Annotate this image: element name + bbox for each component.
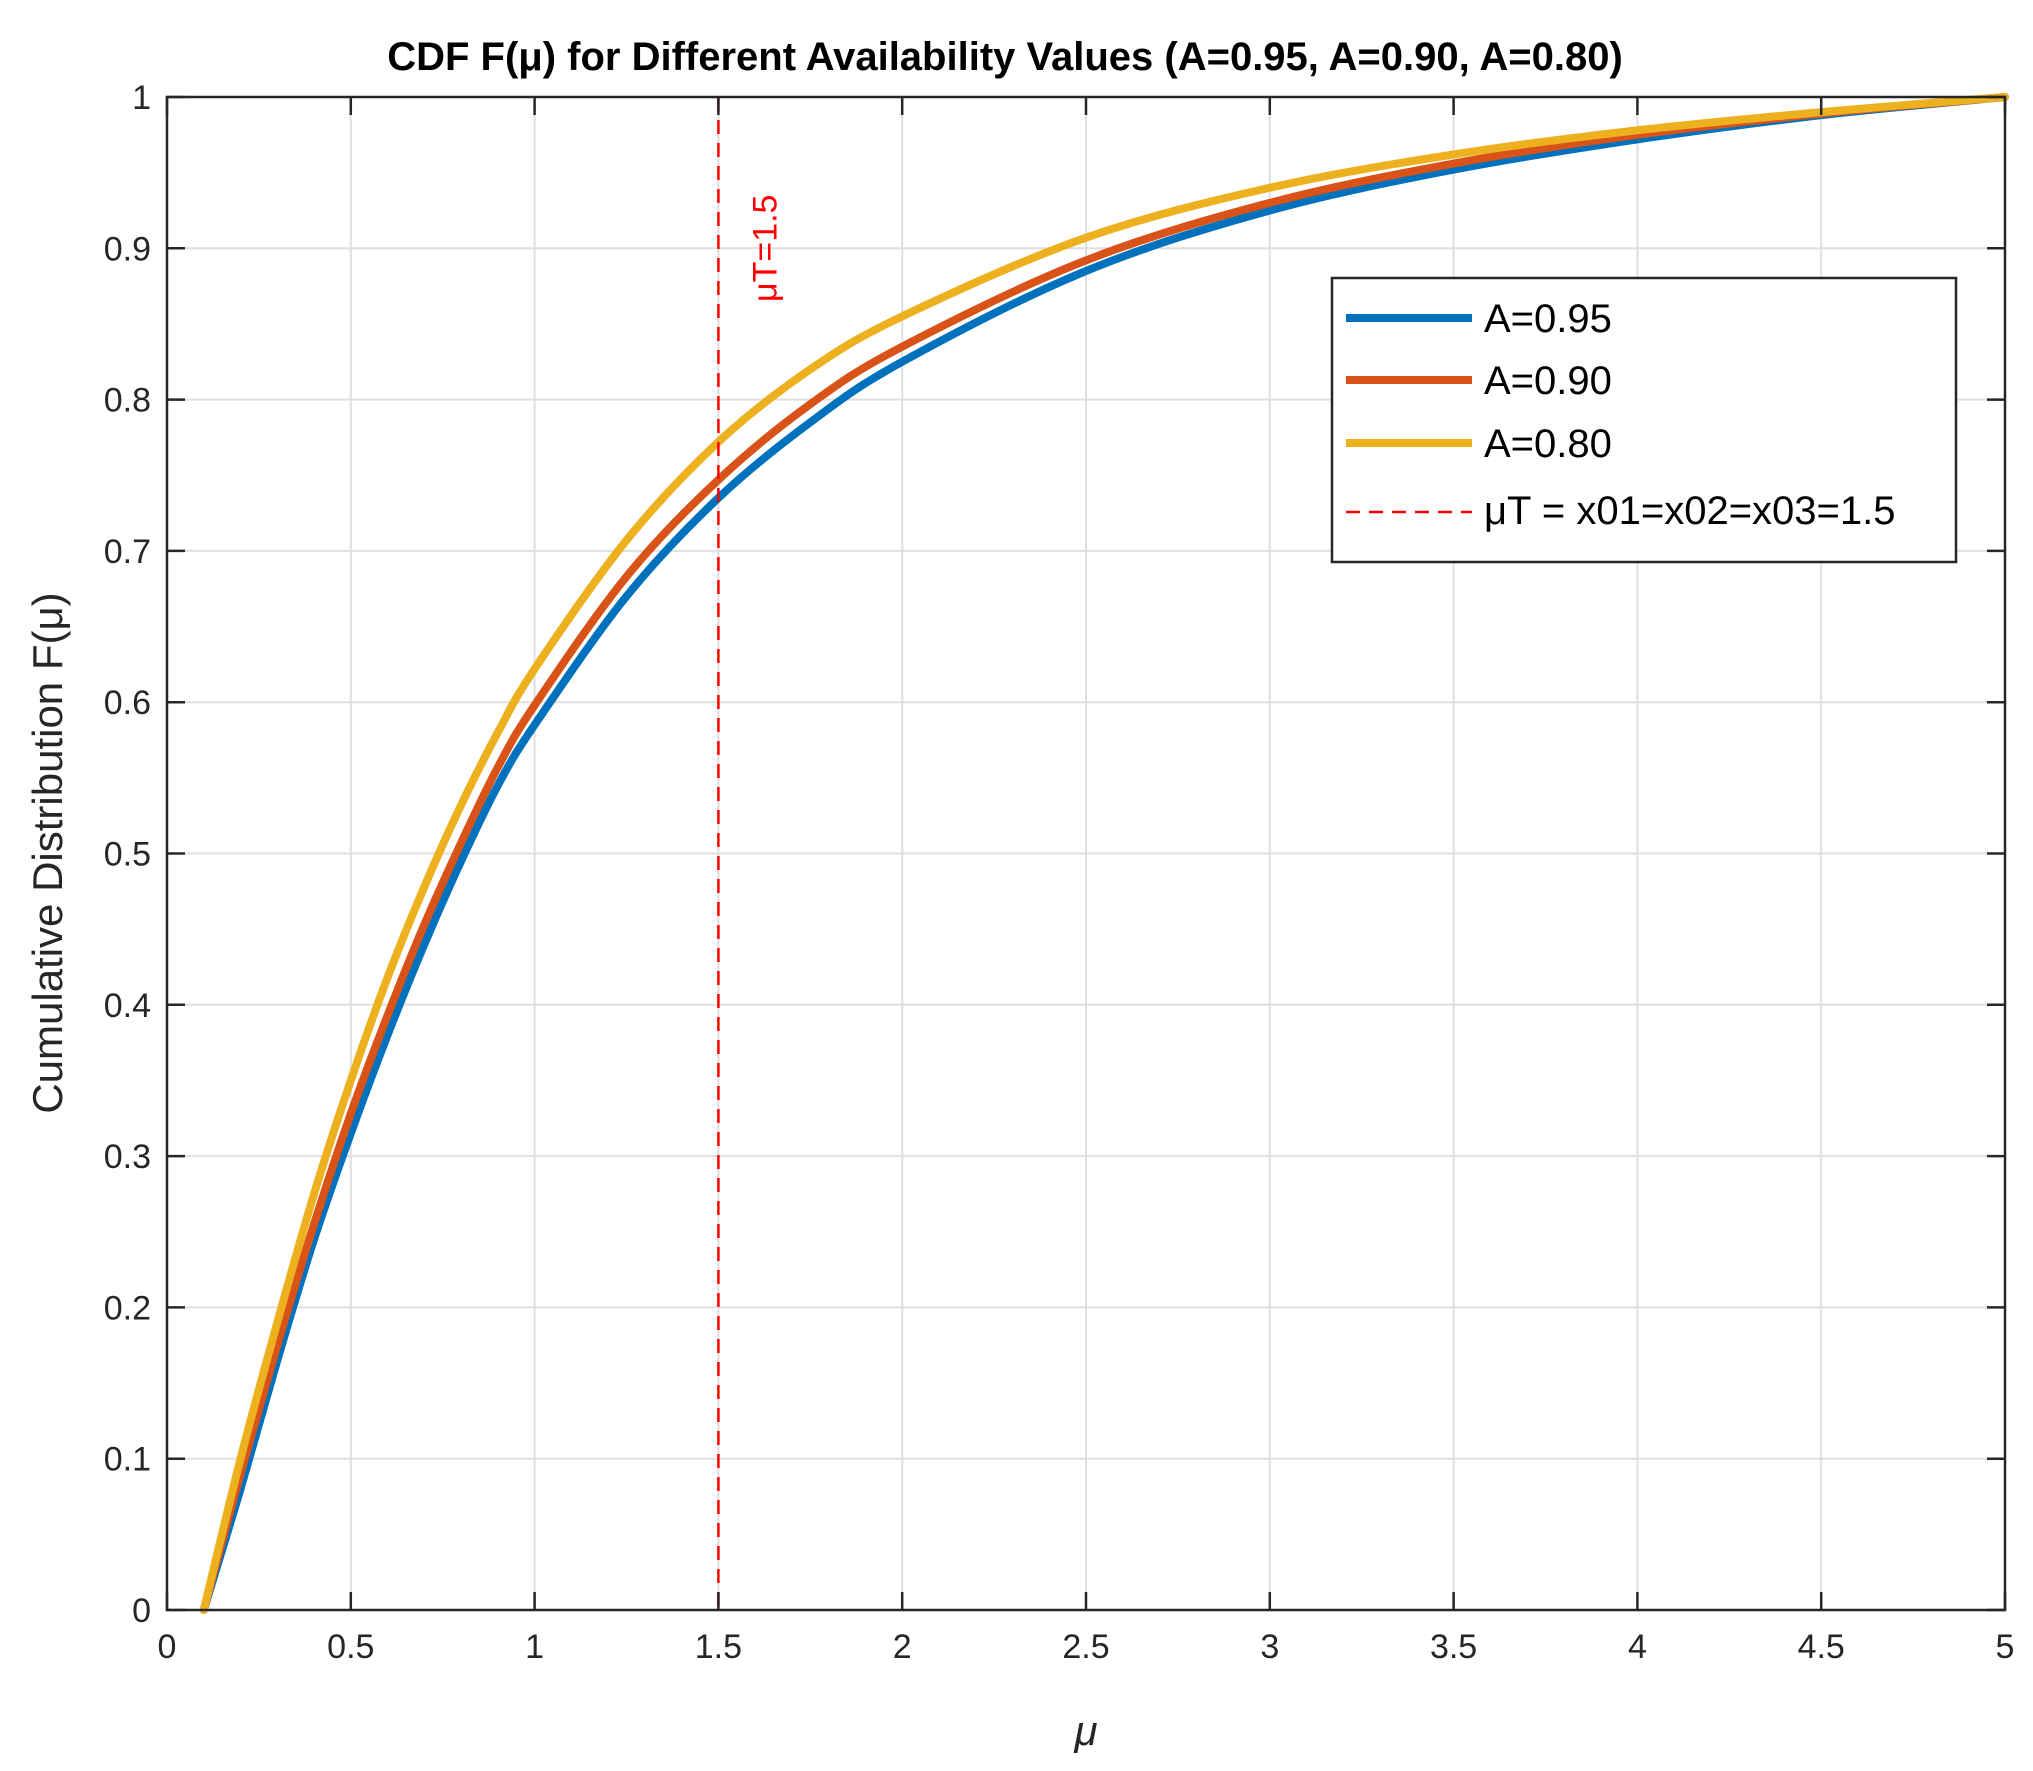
chart-title: CDF F(μ) for Different Availability Valu…: [387, 35, 1623, 79]
y-axis-label: Cumulative Distribution F(μ): [24, 592, 71, 1113]
x-tick-label-6: 3: [1260, 1628, 1279, 1666]
legend-label-threshold: μT = x01=x02=x03=1.5: [1484, 489, 1896, 533]
x-tick-label-0: 0: [158, 1628, 177, 1666]
x-tick-label-8: 4: [1628, 1628, 1647, 1666]
y-tick-label-0: 0: [132, 1592, 151, 1630]
legend: A=0.95 A=0.90 A=0.80 μT = x01=x02=x03=1.…: [1330, 276, 1958, 564]
y-tick-label-3: 0.3: [104, 1138, 151, 1176]
x-tick-label-4: 2: [893, 1628, 912, 1666]
series-line-a095: [199, 93, 2009, 1614]
legend-label-a095: A=0.95: [1484, 297, 1612, 341]
series-layer: [199, 93, 2009, 1614]
y-tick-label-5: 0.5: [104, 836, 151, 874]
y-axis-ticks: 0 0.1 0.2 0.3 0.4 0.5 0.6 0.7 0.8 0.9 1: [104, 79, 2005, 1630]
x-tick-label-1: 0.5: [327, 1628, 374, 1666]
legend-box: [1330, 276, 1958, 564]
x-tick-label-10: 5: [1996, 1628, 2015, 1666]
y-tick-label-6: 0.6: [104, 684, 151, 722]
x-tick-label-2: 1: [525, 1628, 544, 1666]
y-tick-label-8: 0.8: [104, 382, 151, 420]
threshold-annotation: μT=1.5: [746, 195, 784, 302]
y-tick-label-7: 0.7: [104, 533, 151, 571]
x-axis-ticks: 0 0.5 1 1.5 2 2.5 3 3.5 4 4.5 5: [158, 97, 2015, 1666]
legend-label-a090: A=0.90: [1484, 359, 1612, 403]
x-tick-label-5: 2.5: [1062, 1628, 1109, 1666]
y-tick-label-4: 0.4: [104, 987, 151, 1025]
x-tick-label-3: 1.5: [695, 1628, 742, 1666]
series-line-a080: [199, 93, 2009, 1614]
y-tick-label-10: 1: [132, 79, 151, 117]
y-tick-label-9: 0.9: [104, 230, 151, 268]
x-axis-label: μ: [1073, 1707, 1097, 1754]
legend-label-a080: A=0.80: [1484, 422, 1612, 466]
series-line-a090: [199, 93, 2009, 1614]
x-tick-label-7: 3.5: [1430, 1628, 1477, 1666]
y-tick-label-1: 0.1: [104, 1441, 151, 1479]
y-tick-label-2: 0.2: [104, 1289, 151, 1327]
x-tick-label-9: 4.5: [1798, 1628, 1845, 1666]
